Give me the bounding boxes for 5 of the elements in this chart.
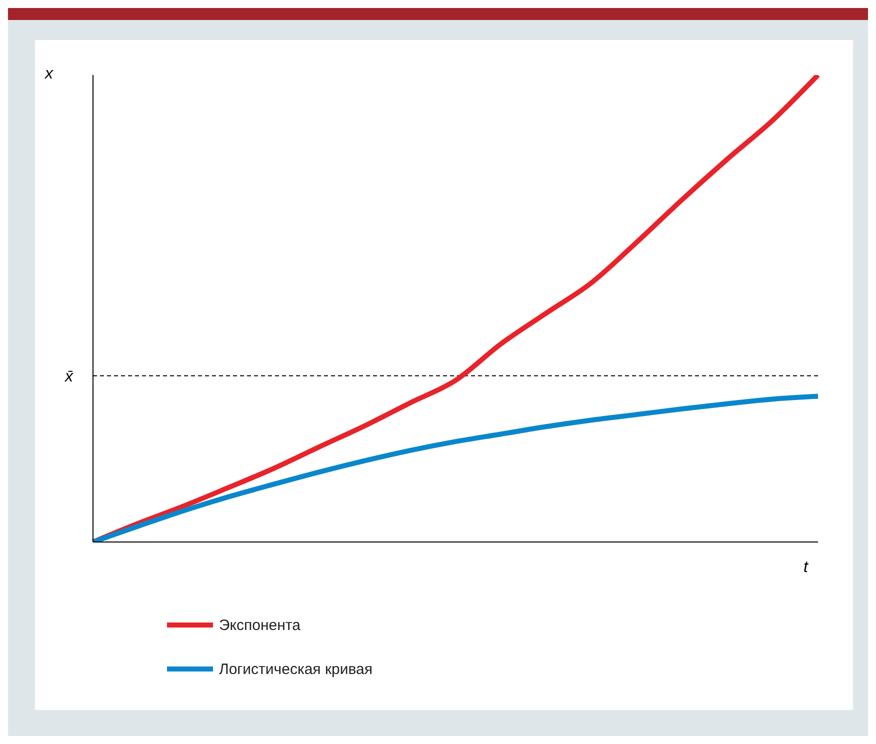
x-axis-title: t [804, 559, 809, 576]
y-axis-title: x [44, 65, 54, 82]
legend-label: Логистическая кривая [219, 660, 373, 678]
legend-label: Экспонента [219, 616, 300, 634]
ref-line-label: x̄ [64, 368, 74, 386]
